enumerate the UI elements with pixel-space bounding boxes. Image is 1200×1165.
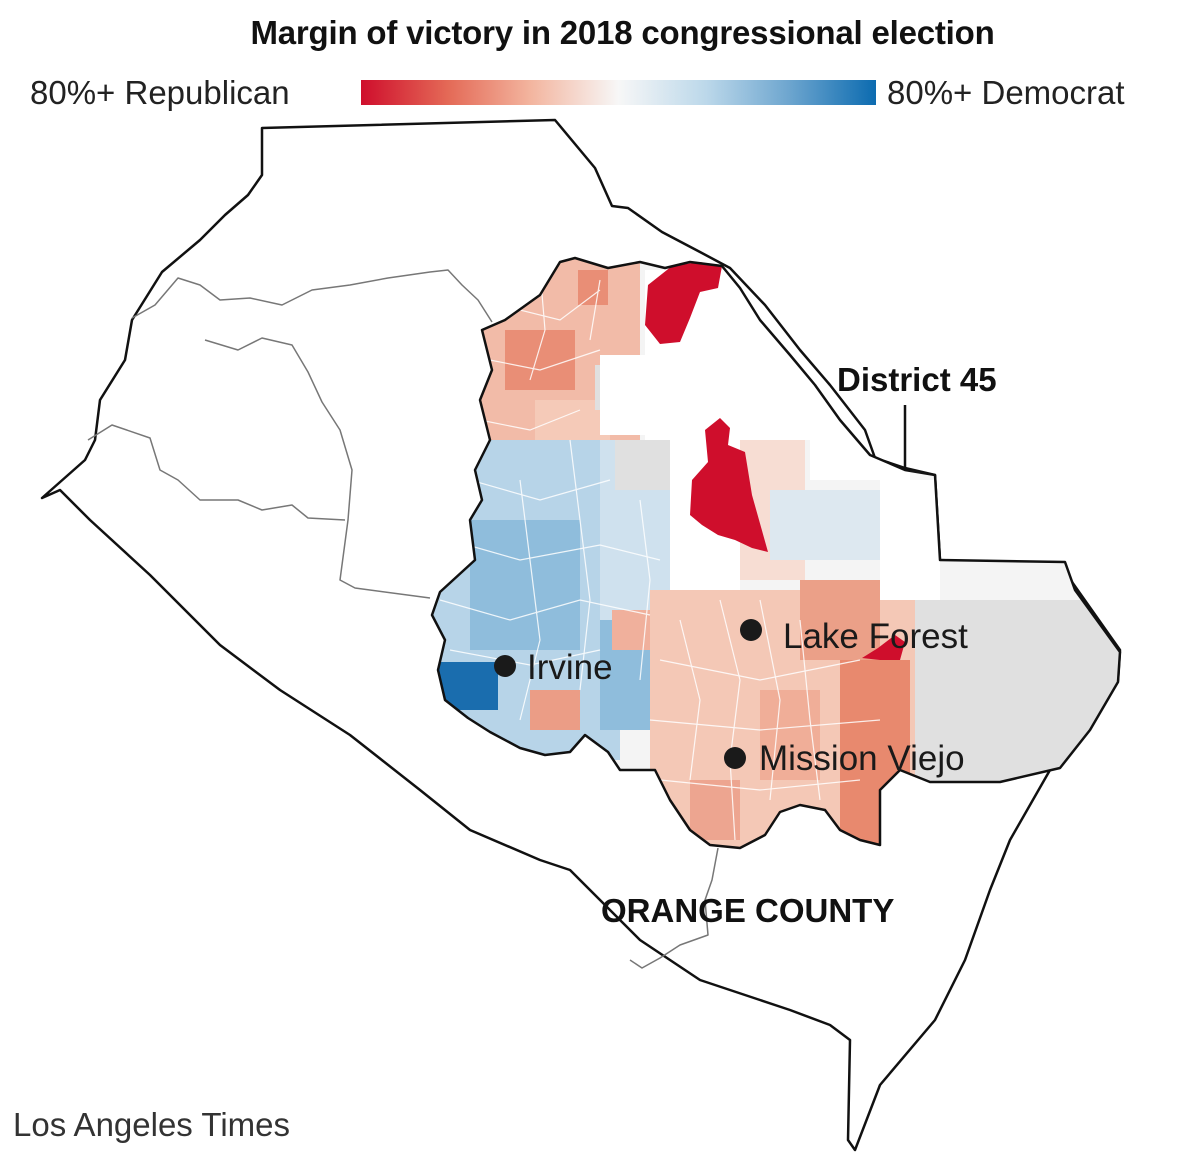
- legend-republican-label: 80%+ Republican: [30, 74, 290, 111]
- city-label-mission-viejo: Mission Viejo: [759, 739, 965, 778]
- precinct-strong-republican-north: [645, 262, 722, 344]
- city-marker-lake-forest: [740, 619, 762, 641]
- city-label-irvine: Irvine: [527, 648, 613, 687]
- legend-democrat-label: 80%+ Democrat: [887, 74, 1125, 111]
- precinct-strong-republican-east: [862, 635, 905, 660]
- county-label: ORANGE COUNTY: [601, 892, 894, 929]
- orange-county-outline: [40, 118, 1122, 1152]
- precinct-strong-republican-central: [690, 418, 768, 552]
- district-label: District 45: [837, 361, 997, 398]
- district-45-outline: [430, 256, 1122, 850]
- map-title: Margin of victory in 2018 congressional …: [250, 14, 995, 51]
- other-district-boundary-south: [629, 847, 719, 969]
- precinct-boundary-lines: [439, 269, 881, 841]
- city-marker-mission-viejo: [724, 747, 746, 769]
- city-marker-irvine: [494, 655, 516, 677]
- source-credit: Los Angeles Times: [13, 1106, 290, 1143]
- other-district-boundary-inner: [87, 424, 346, 521]
- city-label-lake-forest: Lake Forest: [783, 617, 968, 656]
- legend-color-scale: [361, 80, 876, 105]
- other-district-boundary-west: [204, 337, 431, 599]
- other-district-boundary-north: [131, 269, 493, 323]
